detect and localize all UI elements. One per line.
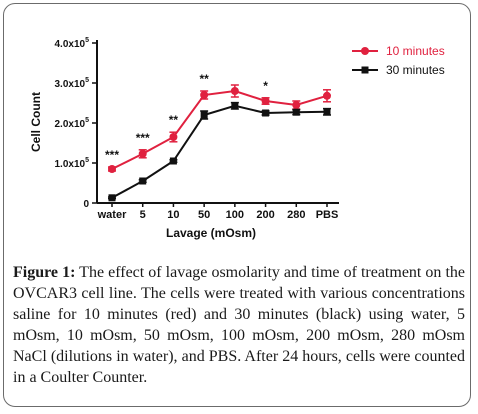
y-tick-label: 3.0x105 — [55, 77, 90, 90]
y-tick-label: 0 — [83, 199, 89, 210]
data-point — [138, 149, 147, 158]
caption-text: The effect of lavage osmolarity and time… — [13, 264, 466, 386]
chart-axes: 0 1.0x105 2.0x105 3.0x105 4.0x105 water 5 10 50 1… — [55, 37, 339, 221]
x-tick-label: 200 — [256, 209, 274, 221]
x-tick-label: 10 — [167, 209, 179, 221]
data-point — [262, 109, 270, 117]
legend-item: 10 minutes — [352, 44, 445, 58]
data-point — [108, 194, 116, 202]
data-point — [108, 165, 116, 173]
chart-series — [108, 84, 331, 202]
data-point — [230, 87, 239, 95]
series-line — [111, 104, 328, 199]
data-point — [323, 108, 331, 116]
data-point — [231, 102, 239, 110]
data-point — [292, 108, 300, 116]
x-tick-label: 50 — [198, 209, 210, 221]
significance-marker: *** — [105, 148, 119, 162]
x-tick-label: 5 — [140, 209, 146, 221]
legend-label: 10 minutes — [386, 44, 445, 58]
significance-marker: ** — [169, 113, 179, 127]
data-point — [200, 111, 208, 119]
legend-label: 30 minutes — [386, 63, 445, 77]
legend-item: 30 minutes — [352, 63, 445, 77]
data-point — [169, 157, 177, 165]
data-point — [261, 97, 270, 105]
data-point — [292, 101, 301, 109]
data-point — [169, 133, 178, 141]
significance-marker: *** — [136, 131, 150, 145]
series-2 — [108, 101, 331, 202]
y-tick-label: 1.0x105 — [55, 157, 90, 170]
data-point — [200, 91, 209, 99]
figure-caption: Figure 1: The effect of lavage osmolarit… — [13, 262, 465, 388]
legend-marker — [361, 47, 369, 55]
x-tick-label: water — [97, 209, 127, 221]
figure-frame — [3, 3, 471, 407]
x-axis-label: Lavage (mOsm) — [166, 226, 256, 240]
x-tick-label: 280 — [287, 209, 305, 221]
chart-legend: 10 minutes 30 minutes — [352, 44, 445, 77]
caption-label: Figure 1: — [13, 264, 76, 281]
significance-marker: ** — [199, 72, 209, 86]
significance-marker: * — [263, 79, 268, 93]
line-chart: 0 1.0x105 2.0x105 3.0x105 4.0x105 water 5 10 50 1… — [29, 37, 445, 240]
y-tick-label: 2.0x105 — [55, 117, 90, 130]
data-point — [139, 177, 147, 185]
series-1 — [108, 84, 331, 173]
x-tick-label: 100 — [226, 209, 244, 221]
y-axis-label: Cell Count — [29, 92, 43, 152]
x-tick-label: PBS — [316, 209, 339, 221]
data-point — [323, 91, 331, 100]
series-line — [111, 89, 328, 170]
chart-annotations: ********** * — [105, 72, 268, 162]
legend-marker — [361, 66, 369, 74]
y-tick-label: 4.0x105 — [55, 37, 90, 50]
